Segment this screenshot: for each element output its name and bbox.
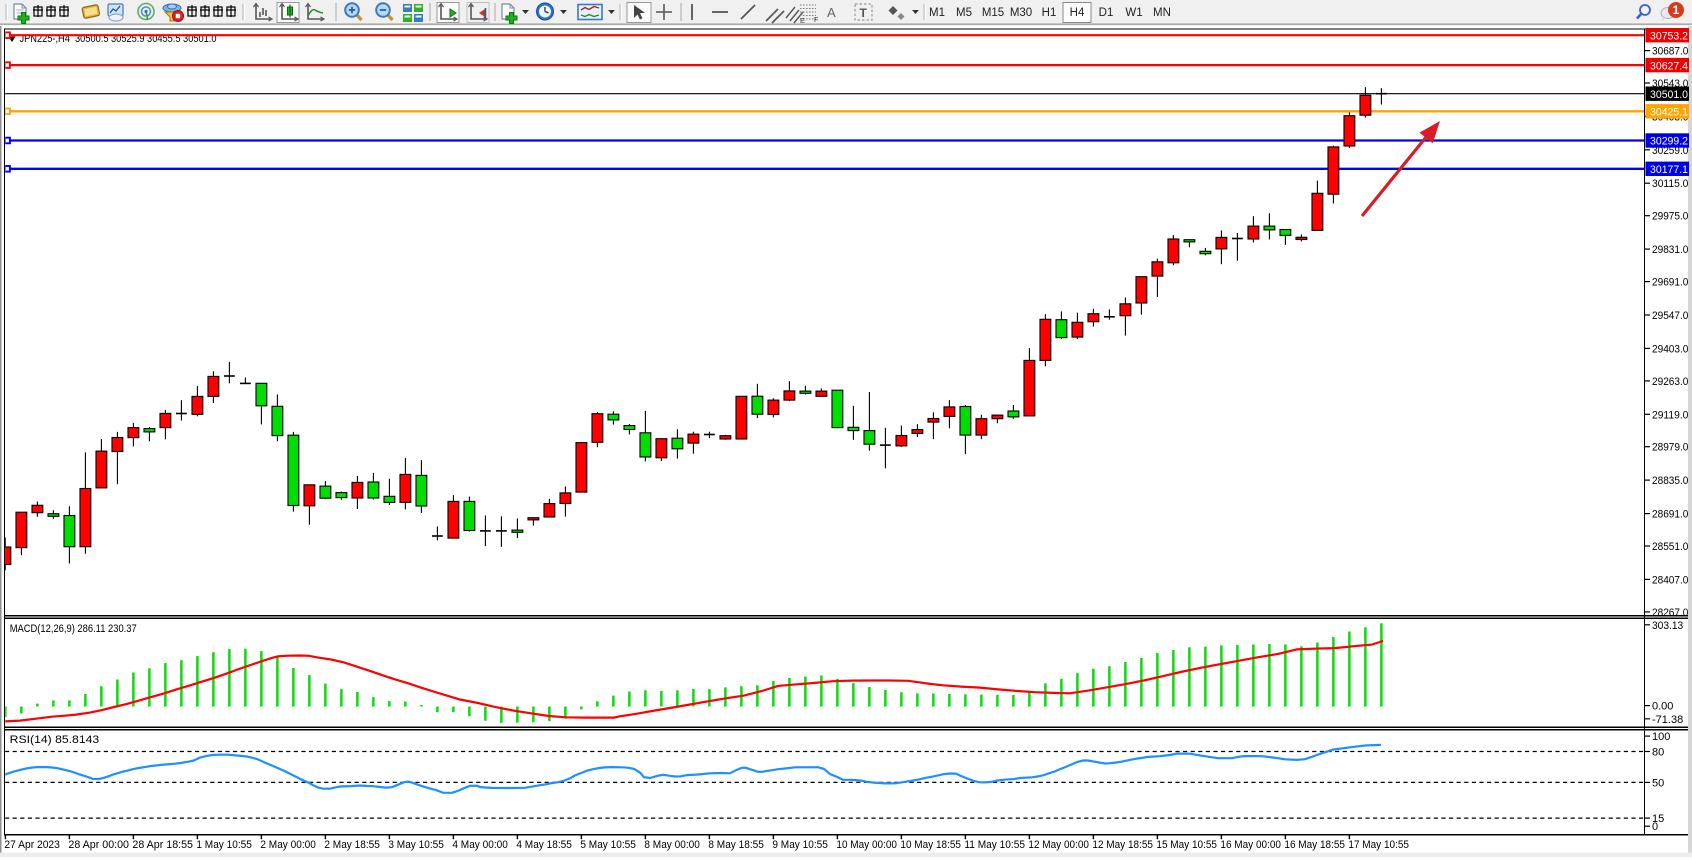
svg-text:12 May 18:55: 12 May 18:55	[1092, 839, 1153, 851]
svg-text:H4: H4	[1070, 7, 1085, 19]
svg-text:15: 15	[1652, 813, 1664, 825]
svg-text:29547.0: 29547.0	[1652, 310, 1688, 322]
svg-text:29831.0: 29831.0	[1652, 244, 1688, 256]
svg-text:29403.0: 29403.0	[1652, 343, 1688, 355]
svg-text:30259.0: 30259.0	[1652, 145, 1688, 157]
svg-text:0: 0	[1652, 821, 1658, 833]
svg-text:W1: W1	[1125, 7, 1142, 19]
svg-text:30627.4: 30627.4	[1650, 60, 1688, 72]
svg-text:M1: M1	[929, 7, 945, 19]
svg-text:30299.2: 30299.2	[1650, 136, 1688, 148]
svg-text:29975.0: 29975.0	[1652, 211, 1688, 223]
svg-text:28835.0: 28835.0	[1652, 475, 1688, 487]
svg-text:28691.0: 28691.0	[1652, 509, 1688, 521]
svg-text:12 May 00:00: 12 May 00:00	[1028, 839, 1089, 851]
svg-text:11 May 10:55: 11 May 10:55	[964, 839, 1025, 851]
svg-text:1: 1	[1673, 3, 1680, 17]
svg-text:100: 100	[1652, 731, 1670, 743]
svg-text:28407.0: 28407.0	[1652, 574, 1688, 586]
svg-text:A: A	[827, 5, 836, 20]
svg-text:-71.38: -71.38	[1652, 714, 1683, 726]
svg-text:80: 80	[1652, 747, 1664, 759]
svg-text:50: 50	[1652, 777, 1664, 789]
svg-text:15 May 10:55: 15 May 10:55	[1156, 839, 1217, 851]
svg-text:303.13: 303.13	[1652, 620, 1683, 632]
svg-text:27 Apr 2023: 27 Apr 2023	[4, 839, 60, 851]
svg-text:8 May 18:55: 8 May 18:55	[708, 839, 764, 851]
svg-text:16 May 00:00: 16 May 00:00	[1220, 839, 1281, 851]
svg-text:M5: M5	[956, 7, 972, 19]
svg-text:28267.0: 28267.0	[1652, 607, 1688, 619]
svg-text:28979.0: 28979.0	[1652, 442, 1688, 454]
svg-text:17 May 10:55: 17 May 10:55	[1348, 839, 1409, 851]
svg-text:8 May 00:00: 8 May 00:00	[644, 839, 700, 851]
svg-text:28551.0: 28551.0	[1652, 541, 1688, 553]
svg-text:RSI(14) 85.8143: RSI(14) 85.8143	[10, 734, 100, 746]
svg-text:29263.0: 29263.0	[1652, 376, 1688, 388]
svg-text:28 Apr 18:55: 28 Apr 18:55	[132, 839, 193, 851]
svg-text:30501.0: 30501.0	[1650, 89, 1688, 101]
svg-text:3 May 10:55: 3 May 10:55	[388, 839, 444, 851]
svg-text:30687.0: 30687.0	[1652, 46, 1688, 58]
svg-text:4 May 00:00: 4 May 00:00	[452, 839, 508, 851]
svg-text:M30: M30	[1010, 7, 1032, 19]
svg-text:30425.1: 30425.1	[1650, 107, 1688, 119]
svg-text:D1: D1	[1099, 7, 1114, 19]
svg-text:2 May 00:00: 2 May 00:00	[260, 839, 316, 851]
svg-text:30753.2: 30753.2	[1650, 30, 1688, 42]
svg-text:E: E	[800, 16, 805, 25]
svg-text:T: T	[860, 6, 868, 20]
svg-text:H1: H1	[1042, 7, 1057, 19]
svg-text:2 May 18:55: 2 May 18:55	[324, 839, 380, 851]
svg-text:F: F	[814, 17, 818, 24]
svg-text:10 May 18:55: 10 May 18:55	[900, 839, 961, 851]
svg-text:28 Apr 00:00: 28 Apr 00:00	[68, 839, 129, 851]
svg-text:1 May 10:55: 1 May 10:55	[196, 839, 252, 851]
svg-text:MACD(12,26,9) 286.11 230.37: MACD(12,26,9) 286.11 230.37	[10, 623, 137, 635]
svg-text:9 May 10:55: 9 May 10:55	[772, 839, 828, 851]
svg-text:MN: MN	[1153, 7, 1171, 19]
svg-text:4 May 18:55: 4 May 18:55	[516, 839, 572, 851]
svg-text:29691.0: 29691.0	[1652, 277, 1688, 289]
svg-text:30115.0: 30115.0	[1652, 178, 1688, 190]
svg-text:10 May 00:00: 10 May 00:00	[836, 839, 897, 851]
svg-text:M15: M15	[982, 7, 1004, 19]
svg-text:0.00: 0.00	[1652, 701, 1673, 713]
svg-text:16 May 18:55: 16 May 18:55	[1284, 839, 1345, 851]
svg-text:30177.1: 30177.1	[1650, 164, 1688, 176]
svg-text:29119.0: 29119.0	[1652, 409, 1688, 421]
svg-text:5 May 10:55: 5 May 10:55	[580, 839, 636, 851]
